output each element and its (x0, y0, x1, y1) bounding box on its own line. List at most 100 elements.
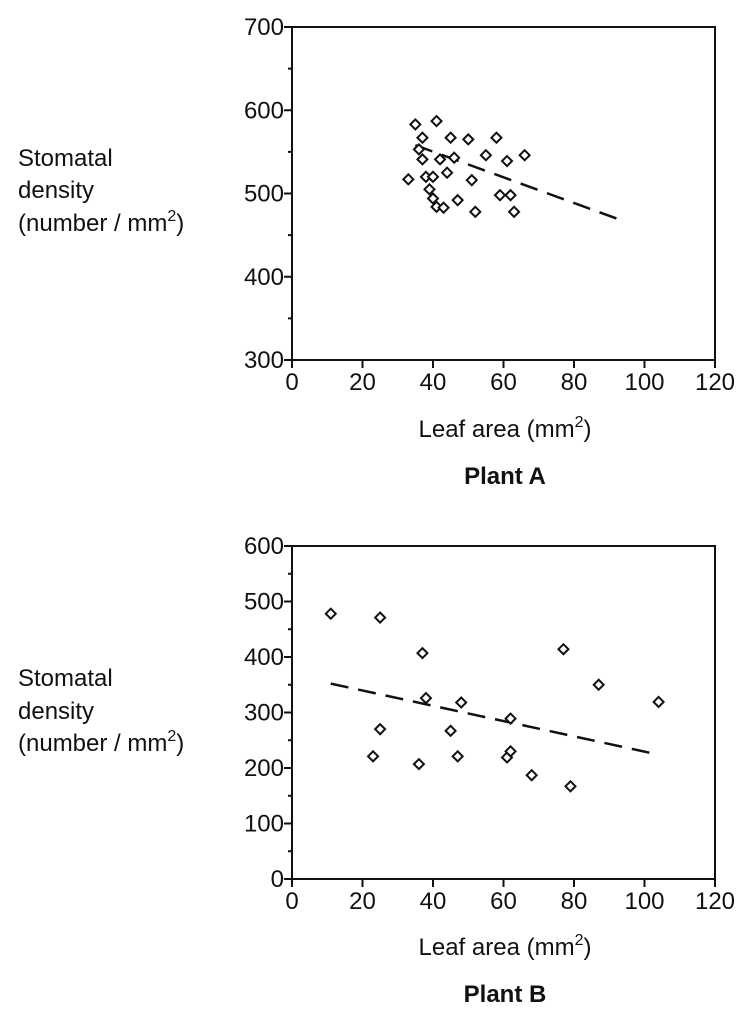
data-point-marker (324, 607, 338, 621)
data-point-marker (373, 722, 387, 736)
data-point-marker (564, 779, 577, 793)
y-axis-label-unit: (number / mm (18, 730, 167, 757)
y-axis-label-superscript: 2 (167, 728, 176, 745)
data-point-marker (433, 152, 447, 166)
y-axis-ticks: 0 100 200 300 400 500 600 (244, 533, 292, 893)
data-point-marker (408, 117, 422, 131)
data-point-marker (500, 154, 514, 168)
x-axis-label: Leaf area (mm2) (419, 932, 592, 961)
panel-title-plant-a: Plant A (464, 463, 546, 490)
x-tick-label: 40 (420, 369, 447, 396)
data-point-marker (426, 192, 440, 205)
data-point-marker (440, 166, 454, 180)
x-tick-label: 0 (285, 888, 298, 915)
data-point-marker (504, 188, 517, 202)
data-point-marker (419, 691, 433, 705)
y-axis-label-line-3: (number / mm2) (18, 208, 184, 237)
trendline (330, 682, 659, 756)
x-tick-label: 0 (285, 369, 298, 396)
y-axis-label-line-1: Stomatal (18, 145, 113, 172)
data-point-marker (490, 131, 503, 145)
panel-plant-a: Stomatal density (number / mm2) 30040050… (18, 14, 735, 490)
data-point-marker (416, 646, 429, 660)
x-tick-label: 60 (490, 888, 517, 915)
data-point-marker (525, 768, 539, 782)
y-tick-label: 500 (244, 181, 284, 208)
data-point-marker (416, 131, 429, 145)
x-axis-ticks: 0 20 40 60 80 100 120 (285, 879, 735, 915)
x-tick-label: 80 (561, 888, 588, 915)
y-tick-label: 400 (244, 644, 284, 671)
trendline-dashed (330, 682, 659, 756)
y-axis-label-close: ) (176, 210, 184, 237)
x-tick-label: 100 (624, 888, 664, 915)
data-point-marker (518, 148, 532, 162)
data-point-marker (465, 173, 479, 187)
x-axis-label-close: ) (583, 934, 591, 961)
panel-title-plant-b: Plant B (464, 981, 547, 1008)
x-tick-label: 120 (695, 369, 735, 396)
data-points (401, 114, 532, 219)
y-axis-label-close: ) (176, 730, 184, 757)
x-axis-label-superscript: 2 (575, 932, 584, 949)
y-tick-label: 100 (244, 811, 284, 838)
x-axis-label-close: ) (583, 416, 591, 443)
data-point-marker (426, 170, 440, 184)
data-point-marker (373, 611, 387, 625)
x-tick-label: 20 (349, 369, 376, 396)
x-tick-label: 60 (490, 369, 517, 396)
x-axis-label-text: Leaf area (mm (419, 416, 575, 443)
y-tick-label: 200 (244, 755, 284, 782)
data-points (324, 607, 666, 793)
plot-frame (291, 545, 716, 880)
y-axis-label-line-1: Stomatal (18, 665, 113, 692)
y-tick-label: 400 (244, 264, 284, 291)
data-point-marker (454, 696, 468, 709)
data-point-marker (504, 712, 517, 726)
data-point-marker (461, 132, 475, 146)
data-point-marker (423, 182, 436, 196)
x-tick-label: 20 (349, 888, 376, 915)
y-tick-label: 300 (244, 347, 284, 374)
y-axis-label-superscript: 2 (167, 208, 176, 225)
data-point-marker (479, 148, 493, 162)
y-tick-label: 500 (244, 589, 284, 616)
data-point-marker (412, 757, 426, 771)
y-axis-label-line-3: (number / mm2) (18, 728, 184, 757)
y-tick-label: 600 (244, 533, 284, 560)
y-tick-label: 700 (244, 14, 284, 41)
data-point-marker (652, 695, 666, 709)
data-point-marker (451, 193, 465, 207)
x-tick-label: 120 (695, 888, 735, 915)
y-axis-label-line-2: density (18, 177, 94, 204)
data-point-marker (416, 152, 429, 166)
data-point-marker (447, 151, 461, 165)
panel-plant-b: Stomatal density (number / mm2) 01002003… (18, 533, 735, 1008)
x-tick-label: 80 (561, 369, 588, 396)
data-point-marker (366, 749, 380, 763)
x-axis-ticks: 0 20 40 60 80 100 120 (285, 360, 735, 396)
data-point-marker (437, 201, 450, 215)
data-point-marker (592, 678, 606, 692)
y-tick-label: 300 (244, 700, 284, 727)
data-point-marker (507, 205, 521, 219)
y-tick-label: 0 (271, 866, 284, 893)
x-axis-label-superscript: 2 (575, 414, 584, 431)
data-point-marker (401, 172, 415, 186)
data-point-marker (444, 131, 458, 145)
y-tick-label: 600 (244, 97, 284, 124)
data-point-marker (493, 188, 507, 202)
x-tick-label: 100 (624, 369, 664, 396)
data-point-marker (451, 749, 465, 763)
x-axis-label: Leaf area (mm2) (419, 414, 592, 443)
data-point-marker (504, 744, 517, 758)
y-axis-label-line-2: density (18, 698, 94, 725)
y-axis-ticks: 300 400 500 600 700 (244, 14, 292, 374)
y-axis-label-unit: (number / mm (18, 210, 167, 237)
x-tick-label: 40 (420, 888, 447, 915)
data-point-marker (412, 142, 426, 156)
x-axis-label-text: Leaf area (mm (419, 934, 575, 961)
data-point-marker (468, 205, 482, 219)
data-point-marker (557, 642, 570, 656)
